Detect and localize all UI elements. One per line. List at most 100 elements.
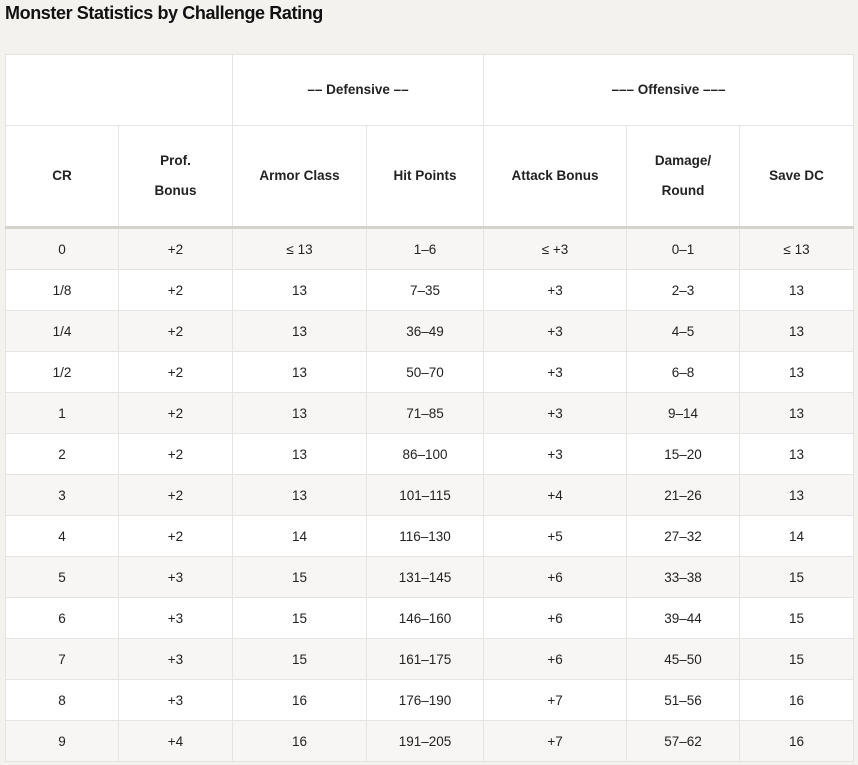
- table-cell: 13: [739, 310, 855, 352]
- table-cell: 16: [739, 720, 855, 762]
- column-header-line: Round: [661, 183, 705, 198]
- table-cell: 16: [232, 679, 367, 721]
- column-header-line: Armor Class: [259, 168, 340, 183]
- table-cell: 14: [232, 515, 367, 557]
- table-cell: 13: [232, 392, 367, 434]
- column-header-line: Bonus: [154, 183, 197, 198]
- table-cell: 14: [739, 515, 855, 557]
- table-cell: 191–205: [365, 720, 485, 762]
- table-cell: +3: [118, 597, 233, 639]
- table-cell: 2–3: [626, 269, 741, 311]
- table-cell: ≤ 13: [739, 227, 855, 270]
- table-cell: 15: [232, 638, 367, 680]
- table-cell: +2: [118, 433, 233, 475]
- column-header: Damage/Round: [626, 125, 741, 229]
- table-cell: 3: [5, 474, 119, 516]
- table-cell: 13: [232, 433, 367, 475]
- table-cell: 13: [739, 351, 855, 393]
- table-cell: 51–56: [626, 679, 741, 721]
- table-cell: +6: [483, 638, 628, 680]
- table-row: 1/8 +2 13 7–35 +3 2–3 13: [5, 269, 855, 311]
- column-header-row: CR Prof. Bonus Armor Class Hit Points Attack …: [5, 125, 855, 229]
- table-cell: 13: [232, 269, 367, 311]
- table-cell: +2: [118, 474, 233, 516]
- table-row: 2 +2 13 86–100 +3 15–20 13: [5, 433, 855, 475]
- table-cell: 13: [232, 310, 367, 352]
- table-cell: 131–145: [365, 556, 485, 598]
- table-cell: 1/8: [5, 269, 119, 311]
- table-cell: +3: [118, 638, 233, 680]
- group-header-row: –– Defensive –– ––– Offensive –––: [5, 54, 855, 126]
- table-cell: 36–49: [365, 310, 485, 352]
- table-cell: 116–130: [365, 515, 485, 557]
- table-cell: +2: [118, 269, 233, 311]
- table-cell: 16: [739, 679, 855, 721]
- table-cell: 1/2: [5, 351, 119, 393]
- table-cell: +3: [483, 392, 628, 434]
- table-cell: 4–5: [626, 310, 741, 352]
- table-cell: +5: [483, 515, 628, 557]
- table-cell: +2: [118, 392, 233, 434]
- table-cell: +6: [483, 556, 628, 598]
- table-cell: 7–35: [365, 269, 485, 311]
- table-cell: +6: [483, 597, 628, 639]
- table-cell: 0: [5, 227, 119, 270]
- table-cell: 15: [739, 556, 855, 598]
- table-cell: 13: [739, 269, 855, 311]
- column-header-line: CR: [52, 168, 72, 183]
- table-cell: +2: [118, 310, 233, 352]
- table-cell: 5: [5, 556, 119, 598]
- table-cell: 71–85: [365, 392, 485, 434]
- table-cell: 33–38: [626, 556, 741, 598]
- table-cell: 86–100: [365, 433, 485, 475]
- table-cell: 27–32: [626, 515, 741, 557]
- table-cell: 1/4: [5, 310, 119, 352]
- table-row: 3 +2 13 101–115 +4 21–26 13: [5, 474, 855, 516]
- column-header-line: Hit Points: [393, 168, 457, 183]
- column-header-line: Prof.: [160, 153, 191, 168]
- table-cell: 7: [5, 638, 119, 680]
- column-header-line: Save DC: [769, 168, 824, 183]
- table-row: 5 +3 15 131–145 +6 33–38 15: [5, 556, 855, 598]
- column-header: CR: [5, 125, 119, 229]
- table-row: 4 +2 14 116–130 +5 27–32 14: [5, 515, 855, 557]
- table-cell: +7: [483, 720, 628, 762]
- column-header: Armor Class: [232, 125, 367, 229]
- column-header: Hit Points: [365, 125, 485, 229]
- table-row: 7 +3 15 161–175 +6 45–50 15: [5, 638, 855, 680]
- table-cell: ≤ 13: [232, 227, 367, 270]
- table-body: 0 +2 ≤ 13 1–6 ≤ +3 0–1 ≤ 13 1/8 +2 13 7–35 +3 2–3 13 1…: [5, 227, 855, 762]
- table-cell: 6–8: [626, 351, 741, 393]
- table-row: 9 +4 16 191–205 +7 57–62 16: [5, 720, 855, 762]
- table-cell: +2: [118, 515, 233, 557]
- table-cell: 15: [232, 597, 367, 639]
- table-cell: 4: [5, 515, 119, 557]
- table-cell: 50–70: [365, 351, 485, 393]
- table-cell: 15: [739, 638, 855, 680]
- table-cell: 45–50: [626, 638, 741, 680]
- table-cell: +2: [118, 351, 233, 393]
- table-row: 1 +2 13 71–85 +3 9–14 13: [5, 392, 855, 434]
- column-header: Save DC: [739, 125, 855, 229]
- table-cell: 16: [232, 720, 367, 762]
- table-cell: 161–175: [365, 638, 485, 680]
- table-cell: 13: [232, 474, 367, 516]
- group-header-blank: [5, 54, 233, 126]
- table-cell: 15: [232, 556, 367, 598]
- table-cell: 176–190: [365, 679, 485, 721]
- table-cell: 39–44: [626, 597, 741, 639]
- table-cell: 1: [5, 392, 119, 434]
- column-header: Prof. Bonus: [118, 125, 233, 229]
- table-cell: 101–115: [365, 474, 485, 516]
- table-cell: 1–6: [365, 227, 485, 270]
- table-cell: +3: [483, 310, 628, 352]
- page-title: Monster Statistics by Challenge Rating: [5, 3, 323, 23]
- table-row: 1/2 +2 13 50–70 +3 6–8 13: [5, 351, 855, 393]
- table-cell: +3: [483, 269, 628, 311]
- table-cell: 13: [232, 351, 367, 393]
- table-cell: 6: [5, 597, 119, 639]
- group-header-offensive: ––– Offensive –––: [483, 54, 855, 126]
- table-cell: 9–14: [626, 392, 741, 434]
- table-cell: +4: [483, 474, 628, 516]
- table-row: 8 +3 16 176–190 +7 51–56 16: [5, 679, 855, 721]
